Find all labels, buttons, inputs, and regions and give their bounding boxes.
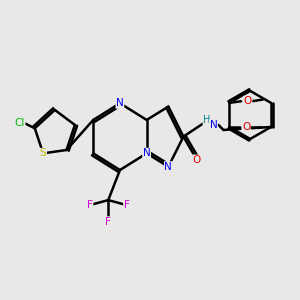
Text: H: H xyxy=(203,115,211,125)
Text: O: O xyxy=(244,96,252,106)
Text: F: F xyxy=(105,217,111,227)
Text: N: N xyxy=(116,98,124,108)
Text: S: S xyxy=(40,148,46,158)
Text: F: F xyxy=(124,200,130,210)
Text: O: O xyxy=(242,122,250,132)
Text: N: N xyxy=(164,162,172,172)
Text: O: O xyxy=(193,155,201,165)
Text: N: N xyxy=(143,148,151,158)
Text: N: N xyxy=(210,120,217,130)
Text: Cl: Cl xyxy=(15,118,25,128)
Text: F: F xyxy=(87,200,93,210)
